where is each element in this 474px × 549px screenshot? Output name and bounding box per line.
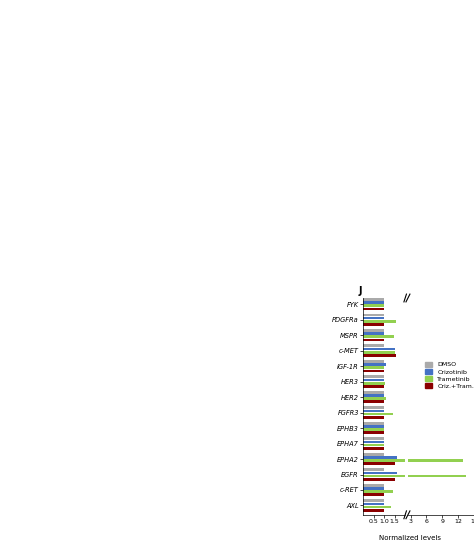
Bar xyxy=(363,369,384,372)
Bar xyxy=(363,490,392,493)
Bar xyxy=(363,413,392,416)
Bar xyxy=(363,301,384,304)
Bar xyxy=(363,500,384,502)
Bar xyxy=(363,348,395,350)
Bar xyxy=(363,428,384,431)
Bar xyxy=(363,487,384,490)
Bar xyxy=(363,339,384,341)
Bar xyxy=(363,307,384,310)
Bar xyxy=(363,441,384,443)
Bar xyxy=(363,391,384,394)
Bar xyxy=(363,354,396,357)
Bar xyxy=(363,425,384,428)
Bar xyxy=(363,453,384,456)
Bar xyxy=(363,502,384,505)
Bar xyxy=(363,329,384,332)
Bar xyxy=(363,416,384,419)
Text: Normalized levels: Normalized levels xyxy=(379,535,441,541)
Bar xyxy=(363,298,384,301)
Bar xyxy=(363,456,397,459)
Bar xyxy=(363,472,397,474)
Bar xyxy=(363,323,384,326)
Bar xyxy=(363,360,384,363)
Bar xyxy=(363,509,384,512)
Bar xyxy=(363,379,384,382)
Bar xyxy=(363,478,395,480)
Bar xyxy=(363,406,384,409)
Bar xyxy=(363,394,384,397)
Bar xyxy=(363,506,392,508)
Bar xyxy=(363,345,384,347)
Bar xyxy=(363,366,384,369)
Bar xyxy=(363,444,384,446)
Legend: DMSO, Crizotinib, Trametinib, Criz.+Tram.: DMSO, Crizotinib, Trametinib, Criz.+Tram… xyxy=(425,362,474,389)
Bar xyxy=(395,475,466,478)
Bar xyxy=(363,351,395,354)
Bar xyxy=(363,422,384,424)
Bar xyxy=(363,484,384,486)
Bar xyxy=(363,382,385,384)
Bar xyxy=(363,397,386,400)
Bar xyxy=(363,313,384,316)
Bar xyxy=(363,462,395,465)
Text: J: J xyxy=(358,287,362,296)
Bar xyxy=(363,304,384,307)
Bar xyxy=(363,447,384,450)
Bar xyxy=(363,335,393,338)
Bar xyxy=(363,400,384,403)
Bar xyxy=(363,385,384,388)
Bar xyxy=(363,460,405,462)
Bar xyxy=(363,320,396,323)
Bar xyxy=(363,475,405,478)
Bar xyxy=(395,460,464,462)
Bar xyxy=(363,332,384,335)
Bar xyxy=(363,468,384,471)
Bar xyxy=(363,410,384,412)
Bar xyxy=(363,432,384,434)
Bar xyxy=(363,494,384,496)
Bar xyxy=(363,438,384,440)
Bar xyxy=(363,376,384,378)
Bar xyxy=(363,317,384,320)
Bar xyxy=(363,363,386,366)
